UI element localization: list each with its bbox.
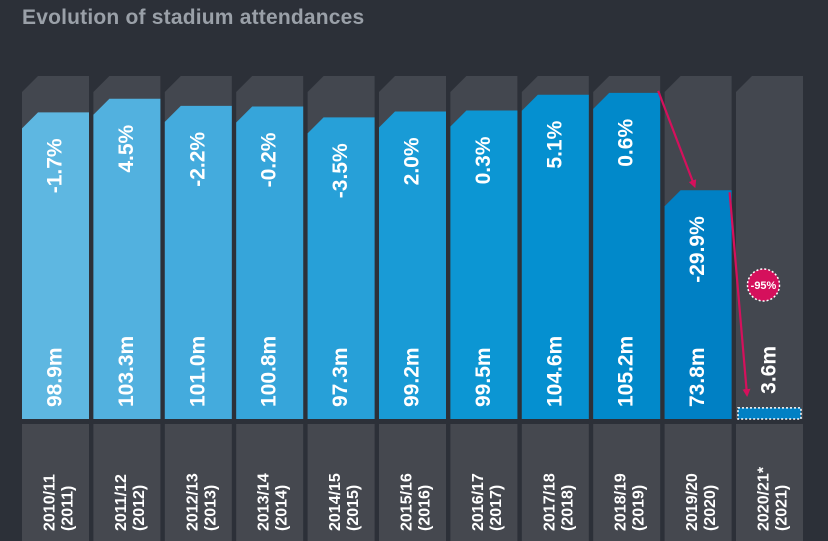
category-season-label: 2011/12 — [113, 474, 130, 531]
change-label: 5.1% — [543, 120, 566, 168]
category-box — [664, 424, 732, 541]
change-badge-label: -95% — [751, 280, 777, 292]
category-season-label: 2019/20 — [684, 473, 701, 531]
value-label: 97.3m — [329, 347, 352, 407]
data-labels: 98.9m -1.7% 103.3m 4.5% 101.0m -2.2% 100.8m -0.… — [44, 119, 781, 407]
annotations: -95% — [657, 90, 781, 397]
category-year-label: (2017) — [488, 485, 505, 531]
bar-track — [736, 76, 803, 419]
decline-arrow — [657, 90, 697, 189]
category-year-label: (2018) — [559, 485, 576, 531]
value-label: 99.5m — [472, 347, 495, 407]
category-year-label: (2019) — [631, 485, 648, 531]
category-box — [450, 424, 518, 541]
category-season-label: 2010/11 — [42, 474, 59, 531]
category-box — [593, 424, 661, 541]
change-label: -29.9% — [686, 216, 709, 283]
bars — [22, 92, 802, 420]
category-box — [236, 424, 304, 541]
bar — [593, 92, 661, 419]
category-box — [379, 424, 446, 541]
category-box — [93, 424, 161, 541]
category-year-label: (2014) — [274, 485, 291, 531]
change-label: 0.6% — [615, 119, 638, 167]
category-box — [307, 424, 375, 541]
value-label: 73.8m — [686, 347, 709, 407]
category-season-label: 2014/15 — [327, 473, 344, 531]
value-label: 98.9m — [44, 347, 67, 407]
category-year-label: (2013) — [202, 485, 219, 531]
bar — [164, 105, 232, 420]
change-label: 4.5% — [115, 124, 138, 172]
category-box — [736, 424, 803, 541]
category-season-label: 2020/21* — [756, 466, 773, 531]
change-badge — [746, 268, 781, 302]
decline-arrow — [728, 192, 751, 397]
bar — [737, 407, 802, 420]
category-season-label: 2015/16 — [399, 473, 416, 531]
category-box — [164, 424, 232, 541]
category-season-label: 2017/18 — [541, 473, 558, 531]
category-year-label: (2020) — [702, 485, 719, 531]
category-year-label: (2016) — [417, 485, 434, 531]
change-label: -0.2% — [258, 132, 281, 187]
change-label: -3.5% — [329, 143, 352, 198]
change-label: -1.7% — [44, 138, 67, 193]
category-season-label: 2018/19 — [613, 473, 630, 531]
bar — [379, 111, 446, 419]
value-label: 105.2m — [615, 336, 638, 407]
category-season-label: 2016/17 — [470, 473, 487, 531]
category-labels: 2010/11 (2011) 2011/12 (2012) 2012/13 (2013) 2… — [22, 424, 803, 541]
value-label: 3.6m — [758, 346, 781, 394]
bar — [236, 106, 304, 420]
category-box — [22, 424, 89, 541]
value-label: 101.0m — [186, 336, 209, 407]
bar — [93, 98, 161, 420]
category-season-label: 2013/14 — [256, 473, 273, 531]
bar — [521, 94, 589, 420]
category-year-label: (2021) — [774, 485, 791, 531]
value-label: 103.3m — [115, 336, 138, 407]
category-year-label: (2011) — [60, 486, 77, 531]
change-label: 0.3% — [472, 136, 495, 184]
category-box — [521, 424, 589, 541]
value-label: 99.2m — [401, 347, 424, 407]
value-label: 104.6m — [543, 336, 566, 407]
category-season-label: 2012/13 — [184, 473, 201, 531]
chart-title: Evolution of stadium attendances — [22, 6, 365, 29]
change-label: 2.0% — [401, 137, 424, 185]
category-year-label: (2012) — [131, 485, 148, 531]
value-label: 100.8m — [258, 336, 281, 407]
bar — [307, 117, 375, 420]
bar — [664, 190, 732, 419]
bar — [22, 112, 89, 419]
category-year-label: (2015) — [345, 485, 362, 531]
change-label: -2.2% — [186, 132, 209, 187]
bar — [450, 110, 518, 420]
